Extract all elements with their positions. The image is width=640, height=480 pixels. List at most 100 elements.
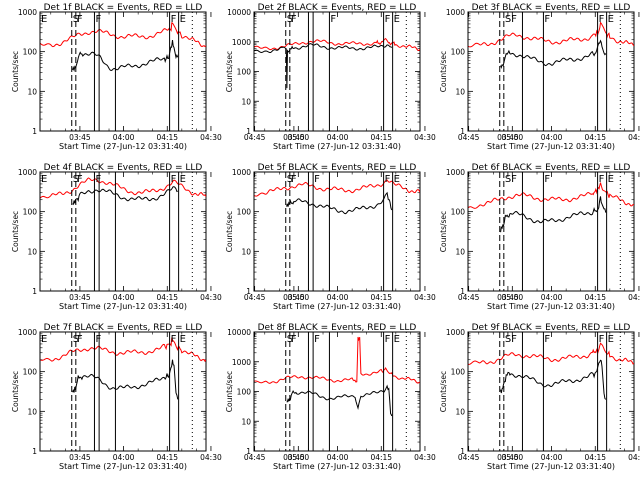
x-axis-label: Start Time (27-Jun-12 03:31:40) [487,302,615,311]
event-marker-label: F [385,14,391,25]
y-tick-label: 100 [237,68,252,77]
chart-panel-9: Det 9f BLACK = Events, RED = LLD 1 10 100 10… [439,323,640,471]
y-tick-label: 10000 [227,328,251,337]
x-tick-label: 04:30 [628,133,640,142]
event-marker-label: F [77,334,83,345]
event-marker-label: E [180,174,186,185]
chart-title: Det 6f BLACK = Events, RED = LLD [472,163,631,173]
data-layer [468,182,634,233]
x-axis-label: Start Time (27-Jun-12 03:31:40) [273,462,401,471]
x-tick-label: 05:00 [288,133,310,142]
chart-panel-1: Det 1f BLACK = Events, RED = LLD11010010… [11,3,309,151]
data-layer [254,179,420,215]
chart-title: Det 8f BLACK = Events, RED = LLD [258,323,417,333]
y-axis-label: Counts/sec [225,371,234,412]
x-tick-label: 03:45 [69,453,91,462]
x-tick-label: 04:45 [244,133,266,142]
y-tick-label: 100 [451,208,466,217]
x-axis-label: Start Time (27-Jun-12 03:31:40) [487,142,615,151]
y-tick-label: 10 [455,247,465,256]
x-tick-label: 04:00 [113,453,135,462]
event-marker-label: F [95,174,101,185]
x-axis-label: Start Time (27-Jun-12 03:31:40) [59,302,187,311]
y-tick-label: 1 [246,447,251,456]
x-tick-label: 04:30 [414,133,436,142]
series-line-black-events [500,39,607,69]
event-marker-label: SF [505,174,517,185]
y-tick-label: 10 [27,247,37,256]
y-tick-label: 1 [32,447,37,456]
chart-title: Det 4f BLACK = Events, RED = LLD [44,163,203,173]
event-marker-label: E [41,174,47,185]
y-tick-label: 100 [237,208,252,217]
plot-frame [253,331,421,452]
event-marker-label: F [95,334,101,345]
chart-panel-6: Det 6f BLACK = Events, RED = LLD 1 10 100 10… [439,163,640,311]
x-tick-label: 04:00 [327,293,349,302]
y-tick-label: 1000 [446,168,465,177]
x-tick-label: 04:45 [458,133,480,142]
event-marker-label: F [77,14,83,25]
x-tick-label: 03:45 [283,133,305,142]
x-tick-label: 05:00 [288,293,310,302]
x-tick-label: 05:00 [502,453,524,462]
y-tick-label: 1000 [232,38,251,47]
y-axis-label: Counts/sec [439,371,448,412]
y-tick-label: 1000 [232,168,251,177]
event-marker-label: S [73,14,79,25]
chart-panel-8: Det 8f BLACK = Events, RED = LLD 1 10 100 10… [225,323,523,471]
x-tick-label: 04:30 [200,133,222,142]
data-layer [40,22,206,73]
x-axis-label: Start Time (27-Jun-12 03:31:40) [273,302,401,311]
event-marker-label: F [95,14,101,25]
x-tick-label: 04:30 [628,453,640,462]
event-marker-label: E [394,14,400,25]
y-tick-label: 1 [32,127,37,136]
y-tick-label: 1000 [18,8,37,17]
event-marker-label: SF [505,14,517,25]
x-tick-label: 04:00 [541,293,563,302]
y-tick-label: 1000 [446,328,465,337]
x-axis-label: Start Time (27-Jun-12 03:31:40) [487,462,615,471]
y-tick-label: 100 [237,388,252,397]
y-tick-label: 10 [241,417,251,426]
y-tick-label: 100 [23,48,38,57]
y-tick-label: 10 [241,247,251,256]
event-marker-label: F [385,334,391,345]
x-tick-label: 05:00 [288,453,310,462]
event-marker-label: S [73,334,79,345]
event-marker-label: F [291,174,297,185]
x-tick-label: 04:15 [584,453,606,462]
series-line-red-lld [468,342,634,365]
y-tick-label: 1 [32,287,37,296]
y-tick-label: 10 [455,87,465,96]
x-tick-label: 04:15 [584,293,606,302]
y-tick-label: 10 [27,407,37,416]
event-marker-label: F [599,174,605,185]
chart-panel-7: Det 7f BLACK = Events, RED = LLD11010010… [11,323,309,471]
y-tick-label: 10000 [227,8,251,17]
data-layer [254,37,420,89]
series-line-black-events [72,186,179,206]
event-marker-label: S [287,174,293,185]
y-axis-label: Counts/sec [439,211,448,252]
x-tick-label: 04:45 [244,293,266,302]
y-tick-label: 100 [23,368,38,377]
y-tick-label: 1 [460,287,465,296]
chart-panel-2: Det 2f BLACK = Events, RED = LLD11010010… [225,3,523,151]
x-tick-label: 03:45 [497,453,519,462]
event-marker-label: S [287,14,293,25]
x-tick-label: 03:45 [69,293,91,302]
y-tick-label: 10 [455,407,465,416]
x-axis-label: Start Time (27-Jun-12 03:31:40) [59,142,187,151]
event-marker-label: E [41,14,47,25]
x-tick-label: 05:00 [502,293,524,302]
y-axis-label: Counts/sec [225,211,234,252]
event-marker-label: F [171,14,177,25]
y-axis-label: Counts/sec [11,51,20,92]
y-tick-label: 1 [246,127,251,136]
chart-title: Det 3f BLACK = Events, RED = LLD [472,3,631,13]
data-layer [468,21,634,69]
x-tick-label: 04:30 [200,453,222,462]
event-marker-label: E [394,174,400,185]
